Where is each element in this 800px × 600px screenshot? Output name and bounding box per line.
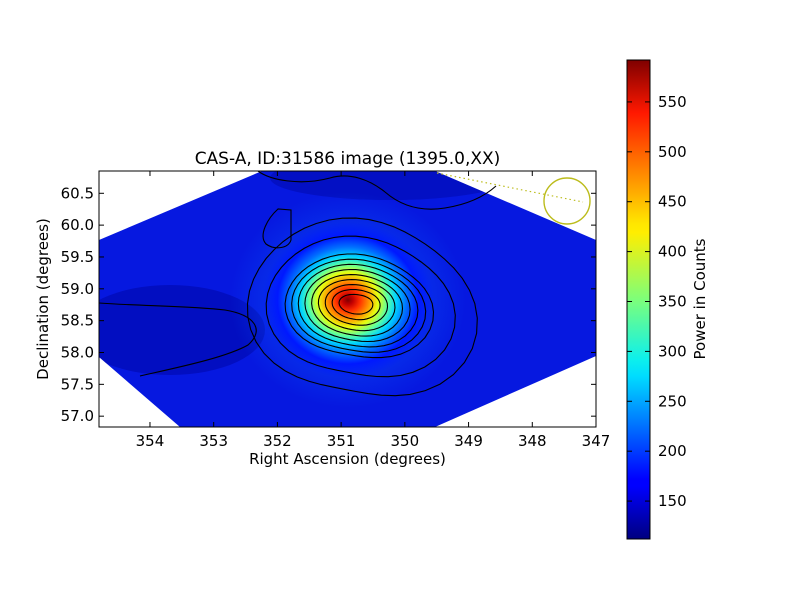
low-region-top [270,171,510,200]
colorbar-tick-label: 300 [658,342,687,360]
contour-ring [324,284,389,326]
contour-ring [291,258,427,353]
x-tick-label: 354 [136,432,165,450]
chart-title: CAS-A, ID:31586 image (1395.0,XX) [195,149,501,169]
colorbar-tick-label: 350 [658,292,687,310]
contour-ring [311,274,404,337]
colorbar-tick-label: 450 [658,193,687,211]
x-tick-label: 348 [518,432,547,450]
contour-ring [317,279,396,332]
colorbar-tick-label: 550 [658,93,687,111]
contour-ring [338,293,374,315]
y-tick-label: 60.0 [61,216,94,234]
x-tick-label: 350 [391,432,420,450]
x-axis-label: Right Ascension (degrees) [249,450,446,468]
contour-ring [304,268,411,343]
low-region-left [99,285,265,375]
contour-ring [265,235,456,378]
y-tick-label: 58.0 [61,343,94,361]
y-tick-label: 59.5 [61,248,94,266]
x-tick-label: 353 [199,432,228,450]
colorbar-tick-label: 250 [658,392,687,410]
colorbar-tick-label: 400 [658,243,687,261]
contour-ring [331,288,381,321]
plot-area [99,171,596,427]
y-axis-label: Declination (degrees) [34,218,52,380]
colorbar-tick-label: 150 [658,492,687,510]
y-axis: 57.0 57.5 58.0 58.5 59.0 59.5 60.0 60.5 [61,184,596,425]
y-tick-label: 58.5 [61,312,94,330]
x-tick-label: 349 [454,432,483,450]
contour-lines [246,217,478,397]
y-tick-label: 60.5 [61,184,94,202]
contour-ring [246,217,478,397]
colorbar-tick-label: 200 [658,442,687,460]
x-tick-label: 347 [582,432,611,450]
colorbar [626,59,651,540]
contour-ring [297,263,419,348]
x-axis: 354 353 352 351 350 349 348 347 [136,171,611,450]
contour-top [257,171,497,210]
colorbar-label: Power in Counts [691,238,709,359]
y-tick-label: 57.5 [61,375,94,393]
colorbar-ticks: 150 200 250 300 350 400 450 500 550 [627,93,687,510]
beam-marker [543,177,591,225]
y-tick-label: 57.0 [61,407,94,425]
plot-frame [98,170,597,428]
x-tick-label: 352 [263,432,292,450]
contour-left-island [262,208,292,249]
y-tick-label: 59.0 [61,280,94,298]
contour-ring [284,253,435,359]
x-tick-label: 351 [327,432,356,450]
contour-left-lobe [99,302,257,377]
colorbar-tick-label: 500 [658,143,687,161]
